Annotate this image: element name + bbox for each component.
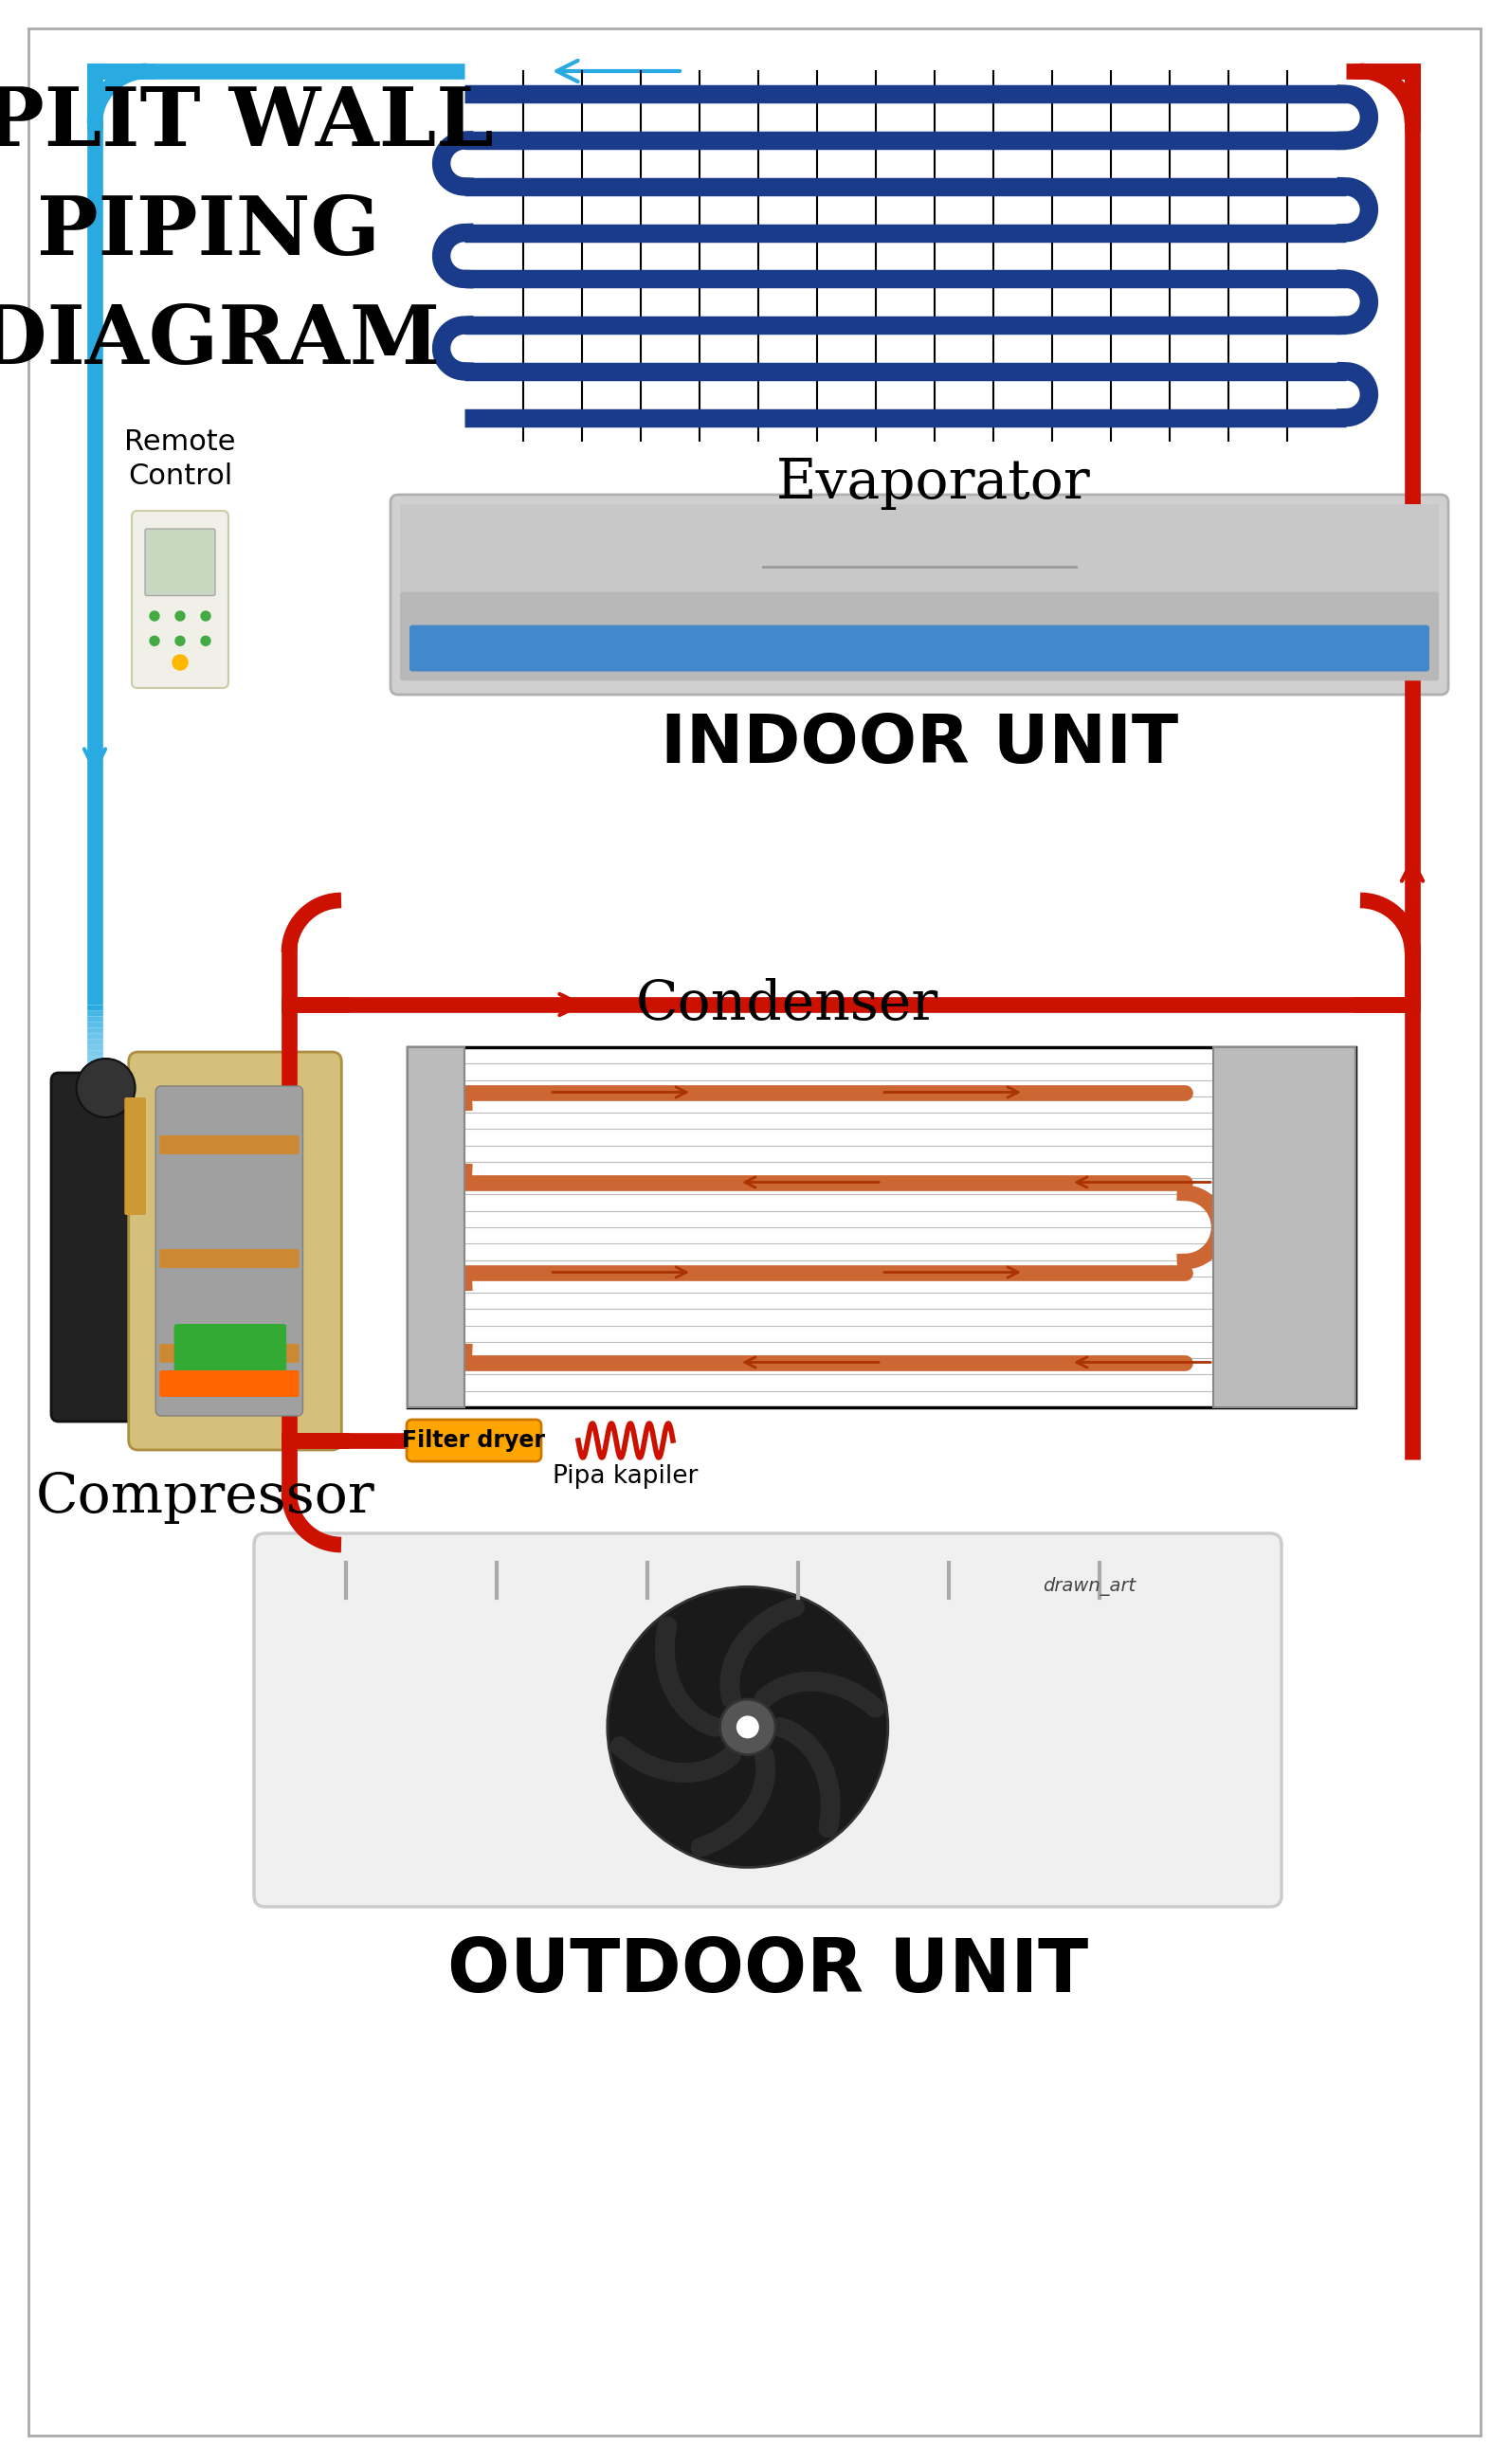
Text: Condenser: Condenser <box>635 978 939 1030</box>
FancyBboxPatch shape <box>160 1343 299 1363</box>
Text: Evaporator: Evaporator <box>777 456 1091 510</box>
FancyBboxPatch shape <box>160 1249 299 1269</box>
FancyBboxPatch shape <box>1213 1047 1355 1407</box>
FancyBboxPatch shape <box>400 505 1440 601</box>
Text: Pipa kapiler: Pipa kapiler <box>552 1464 699 1488</box>
FancyBboxPatch shape <box>407 1047 1355 1407</box>
FancyBboxPatch shape <box>406 1419 542 1461</box>
Text: SPLIT WALL: SPLIT WALL <box>0 84 493 163</box>
FancyBboxPatch shape <box>124 1096 146 1215</box>
Circle shape <box>608 1587 887 1868</box>
FancyBboxPatch shape <box>160 1136 299 1153</box>
FancyBboxPatch shape <box>407 1047 465 1407</box>
FancyBboxPatch shape <box>128 1052 341 1449</box>
Text: OUTDOOR UNIT: OUTDOOR UNIT <box>447 1934 1088 2008</box>
Circle shape <box>172 655 187 670</box>
FancyBboxPatch shape <box>391 495 1449 695</box>
Circle shape <box>149 611 160 621</box>
Text: Compressor: Compressor <box>36 1471 376 1523</box>
Circle shape <box>201 636 210 646</box>
FancyBboxPatch shape <box>155 1087 303 1417</box>
Circle shape <box>175 611 184 621</box>
FancyBboxPatch shape <box>400 591 1440 680</box>
FancyBboxPatch shape <box>174 1323 287 1382</box>
FancyBboxPatch shape <box>145 530 216 596</box>
Circle shape <box>149 636 160 646</box>
FancyBboxPatch shape <box>29 30 1480 2434</box>
Circle shape <box>201 611 210 621</box>
Text: INDOOR UNIT: INDOOR UNIT <box>661 712 1179 776</box>
FancyBboxPatch shape <box>51 1072 160 1422</box>
FancyBboxPatch shape <box>160 1370 299 1397</box>
FancyBboxPatch shape <box>409 626 1429 670</box>
Text: Remote
Control: Remote Control <box>124 429 235 490</box>
Circle shape <box>77 1060 136 1116</box>
Circle shape <box>720 1700 776 1754</box>
Circle shape <box>736 1715 759 1740</box>
Text: PIPING: PIPING <box>36 192 380 271</box>
FancyBboxPatch shape <box>254 1533 1281 1907</box>
Circle shape <box>175 636 184 646</box>
Text: Filter dryer: Filter dryer <box>403 1429 545 1451</box>
FancyBboxPatch shape <box>131 510 228 687</box>
Text: DIAGRAM: DIAGRAM <box>0 301 441 382</box>
Text: drawn_art: drawn_art <box>1043 1577 1136 1597</box>
